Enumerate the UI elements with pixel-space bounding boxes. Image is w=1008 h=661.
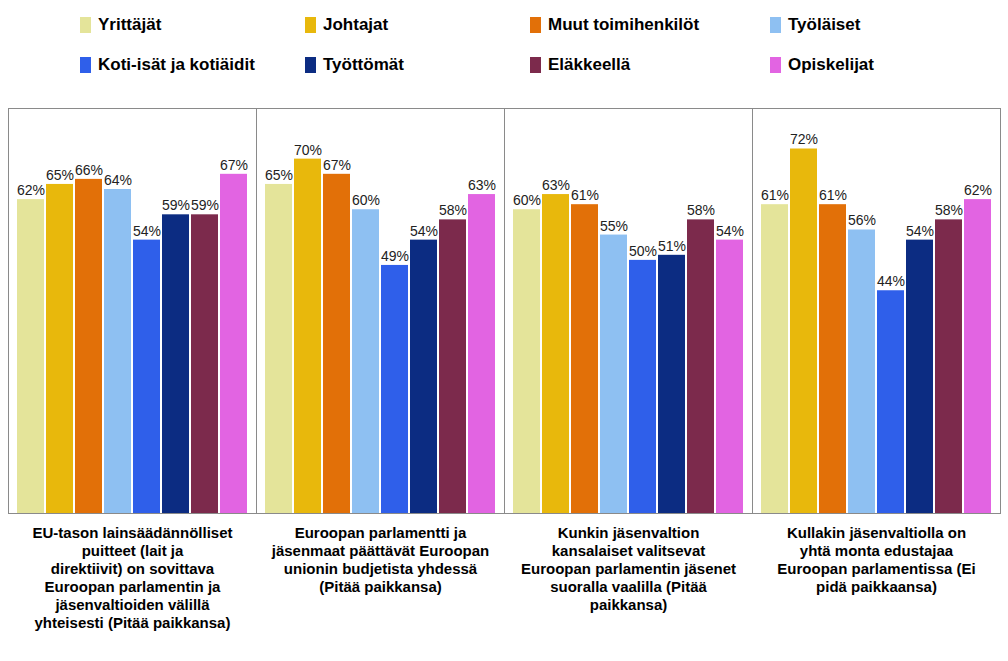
svg-text:67%: 67%	[323, 157, 351, 173]
svg-text:Euroopan parlamentti jajäsenma: Euroopan parlamentti jajäsenmaat päättäv…	[271, 524, 490, 595]
html-text:Työttömät: Työttömät	[323, 55, 404, 74]
svg-text:65%: 65%	[265, 167, 293, 183]
svg-text:66%: 66%	[75, 162, 103, 178]
html-text:Yrittäjät: Yrittäjät	[98, 15, 162, 34]
svg-text:44%: 44%	[877, 273, 905, 289]
html-text:Koti-isät ja kotiäidit: Koti-isät ja kotiäidit	[98, 55, 255, 74]
html-text:Johtajat: Johtajat	[323, 15, 389, 34]
svg-text:58%: 58%	[439, 202, 467, 218]
svg-text:59%: 59%	[191, 197, 219, 213]
svg-text:49%: 49%	[381, 248, 409, 264]
svg-text:Kullakin jäsenvaltiolla onyhtä: Kullakin jäsenvaltiolla onyhtä monta edu…	[777, 524, 975, 595]
svg-text:62%: 62%	[964, 182, 992, 198]
svg-text:54%: 54%	[410, 223, 438, 239]
svg-text:54%: 54%	[133, 223, 161, 239]
svg-text:62%: 62%	[17, 182, 45, 198]
svg-text:Kunkin jäsenvaltionkansalaiset: Kunkin jäsenvaltionkansalaiset valitseva…	[521, 524, 736, 613]
svg-text:60%: 60%	[513, 192, 541, 208]
svg-text:63%: 63%	[542, 177, 570, 193]
svg-text:60%: 60%	[352, 192, 380, 208]
svg-text:72%: 72%	[790, 131, 818, 147]
svg-text:61%: 61%	[819, 187, 847, 203]
svg-text:51%: 51%	[658, 238, 686, 254]
svg-text:50%: 50%	[629, 243, 657, 259]
html-text:Muut toimihenkilöt: Muut toimihenkilöt	[548, 15, 700, 34]
svg-text:55%: 55%	[600, 218, 628, 234]
svg-text:67%: 67%	[220, 157, 248, 173]
svg-text:59%: 59%	[162, 197, 190, 213]
svg-text:EU-tason lainsäädännöllisetpui: EU-tason lainsäädännöllisetpuitteet (lai…	[32, 524, 232, 631]
svg-text:65%: 65%	[46, 167, 74, 183]
svg-text:58%: 58%	[687, 202, 715, 218]
svg-text:61%: 61%	[761, 187, 789, 203]
svg-text:58%: 58%	[935, 202, 963, 218]
svg-text:63%: 63%	[468, 177, 496, 193]
html-text:Eläkkeellä: Eläkkeellä	[548, 55, 631, 74]
html-text:Työläiset: Työläiset	[788, 15, 861, 34]
svg-text:54%: 54%	[716, 223, 744, 239]
svg-text:70%: 70%	[294, 142, 322, 158]
html-text:Opiskelijat: Opiskelijat	[788, 55, 874, 74]
svg-text:64%: 64%	[104, 172, 132, 188]
svg-text:54%: 54%	[906, 223, 934, 239]
svg-text:56%: 56%	[848, 212, 876, 228]
svg-text:61%: 61%	[571, 187, 599, 203]
